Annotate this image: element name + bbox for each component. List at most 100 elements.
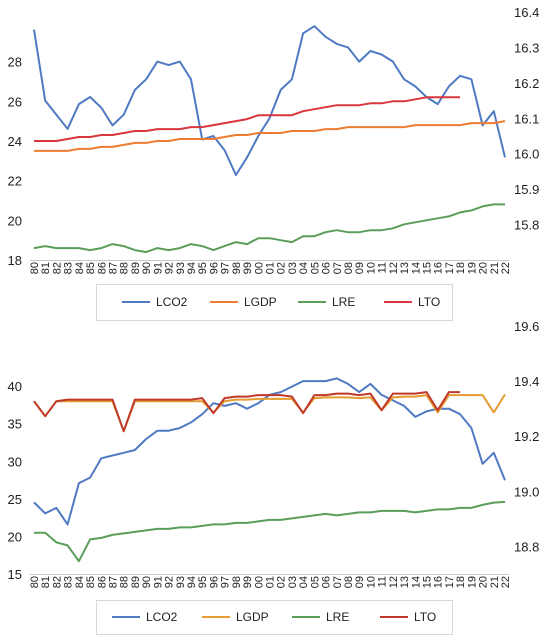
x-tick-label: 16 [433, 262, 445, 274]
legend-label-lre: LRE [332, 295, 355, 309]
x-tick-label: 94 [186, 262, 198, 274]
x-tick-label: 84 [74, 262, 86, 274]
x-tick-label: 05 [309, 262, 321, 274]
legend-label-lgdp: LGDP [244, 295, 277, 309]
left-axis-tick-label: 25 [8, 492, 22, 507]
x-tick-label: 14 [410, 262, 422, 274]
right-axis-tick-label: 15.9 [514, 182, 539, 197]
x-tick-label: 15 [422, 262, 434, 274]
chart-2: 15 20 25 30 35 40 18.8 19.0 19.2 19.4 19.6 80 81 82 83… [8, 319, 539, 635]
legend-box [96, 600, 453, 635]
x-tick-label: 82 [51, 576, 63, 588]
legend-label-lto: LTO [414, 610, 436, 624]
x-tick-label: 11 [377, 262, 389, 273]
series-line-lto [34, 96, 461, 142]
x-tick-label: 83 [63, 262, 75, 274]
x-tick-label: 02 [276, 576, 288, 588]
x-tick-label: 95 [197, 262, 209, 274]
right-axis-tick-label: 19.0 [514, 484, 539, 499]
right-axis-tick-label: 16.0 [514, 147, 539, 162]
x-tick-label: 07 [332, 576, 344, 588]
left-axis-tick-label: 26 [8, 94, 22, 109]
right-axis-tick-label: 19.2 [514, 429, 539, 444]
x-tick-label: 87 [108, 262, 120, 274]
x-tick-label: 21 [489, 262, 501, 274]
x-tick-label: 00 [253, 262, 265, 274]
x-tick-label: 07 [332, 262, 344, 274]
x-tick-label: 03 [287, 262, 299, 274]
x-tick-label: 19 [466, 262, 478, 274]
right-axis-tick-label: 19.4 [514, 374, 539, 389]
x-tick-label: 82 [51, 262, 63, 274]
x-tick-label: 06 [321, 262, 333, 274]
left-axis-tick-label: 15 [8, 567, 22, 582]
left-axis-tick-label: 30 [8, 454, 22, 469]
chart-1: 18 20 22 24 26 28 15.8 15.9 16.0 16.1 16.2 16.3 16.4… [8, 5, 539, 321]
x-tick-label: 97 [220, 262, 232, 274]
left-axis-tick-label: 20 [8, 529, 22, 544]
left-axis-tick-label: 18 [8, 253, 22, 268]
x-tick-label: 88 [119, 262, 131, 274]
legend-label-lre: LRE [326, 610, 349, 624]
x-tick-label: 90 [141, 576, 153, 588]
x-tick-label: 18 [455, 576, 467, 588]
x-tick-label: 11 [377, 576, 389, 587]
x-tick-label: 89 [130, 262, 142, 274]
right-axis-tick-label: 16.1 [514, 111, 539, 126]
x-tick-label: 02 [276, 262, 288, 274]
x-tick-label: 18 [455, 262, 467, 274]
x-tick-label: 01 [265, 262, 277, 274]
x-tick-label: 08 [343, 262, 355, 274]
x-tick-label: 13 [399, 262, 411, 274]
left-axis-tick-label: 22 [8, 174, 22, 189]
x-tick-label: 20 [478, 262, 490, 274]
x-tick-label: 22 [500, 576, 512, 588]
x-tick-label: 04 [298, 262, 310, 274]
series-line-lgdp [34, 120, 506, 152]
x-tick-label: 92 [164, 262, 176, 274]
x-tick-label: 98 [231, 262, 243, 274]
legend-label-lco2: LCO2 [156, 295, 188, 309]
x-tick-label: 16 [433, 576, 445, 588]
x-tick-label: 17 [444, 262, 456, 274]
legend-label-lco2: LCO2 [146, 610, 178, 624]
right-axis-tick-label: 16.4 [514, 5, 539, 20]
x-tick-label: 22 [500, 262, 512, 274]
series-line-lre [34, 500, 506, 563]
x-tick-label: 15 [422, 576, 434, 588]
x-tick-label: 12 [388, 576, 400, 588]
x-tick-label: 86 [96, 576, 108, 588]
legend-label-lto: LTO [418, 295, 440, 309]
x-tick-label: 06 [321, 576, 333, 588]
x-tick-label: 81 [40, 262, 52, 274]
series-line-lre [33, 203, 505, 254]
legend-label-lgdp: LGDP [236, 610, 269, 624]
x-tick-label: 89 [130, 576, 142, 588]
x-tick-label: 83 [63, 576, 75, 588]
x-tick-label: 92 [164, 576, 176, 588]
x-tick-label: 85 [85, 262, 97, 274]
right-axis-tick-label: 15.8 [514, 218, 539, 233]
series-line-lto [33, 391, 461, 433]
x-tick-label: 12 [388, 262, 400, 274]
x-tick-label: 09 [354, 576, 366, 588]
x-tick-label: 03 [287, 576, 299, 588]
x-tick-label: 88 [119, 576, 131, 588]
x-tick-label: 91 [152, 576, 164, 588]
x-tick-label: 95 [197, 576, 209, 588]
left-axis-tick-label: 24 [8, 134, 22, 149]
right-axis-tick-label: 16.3 [514, 40, 539, 55]
right-axis-tick-label: 18.8 [514, 539, 539, 554]
right-axis-tick-label: 19.6 [514, 319, 539, 334]
x-tick-label: 80 [29, 576, 41, 588]
x-tick-label: 98 [231, 576, 243, 588]
left-axis-tick-label: 20 [8, 213, 22, 228]
x-tick-label: 08 [343, 576, 355, 588]
x-tick-label: 00 [253, 576, 265, 588]
x-tick-label: 21 [489, 576, 501, 588]
x-tick-label: 04 [298, 576, 310, 588]
left-axis-tick-label: 40 [8, 379, 22, 394]
x-tick-label: 19 [466, 576, 478, 588]
